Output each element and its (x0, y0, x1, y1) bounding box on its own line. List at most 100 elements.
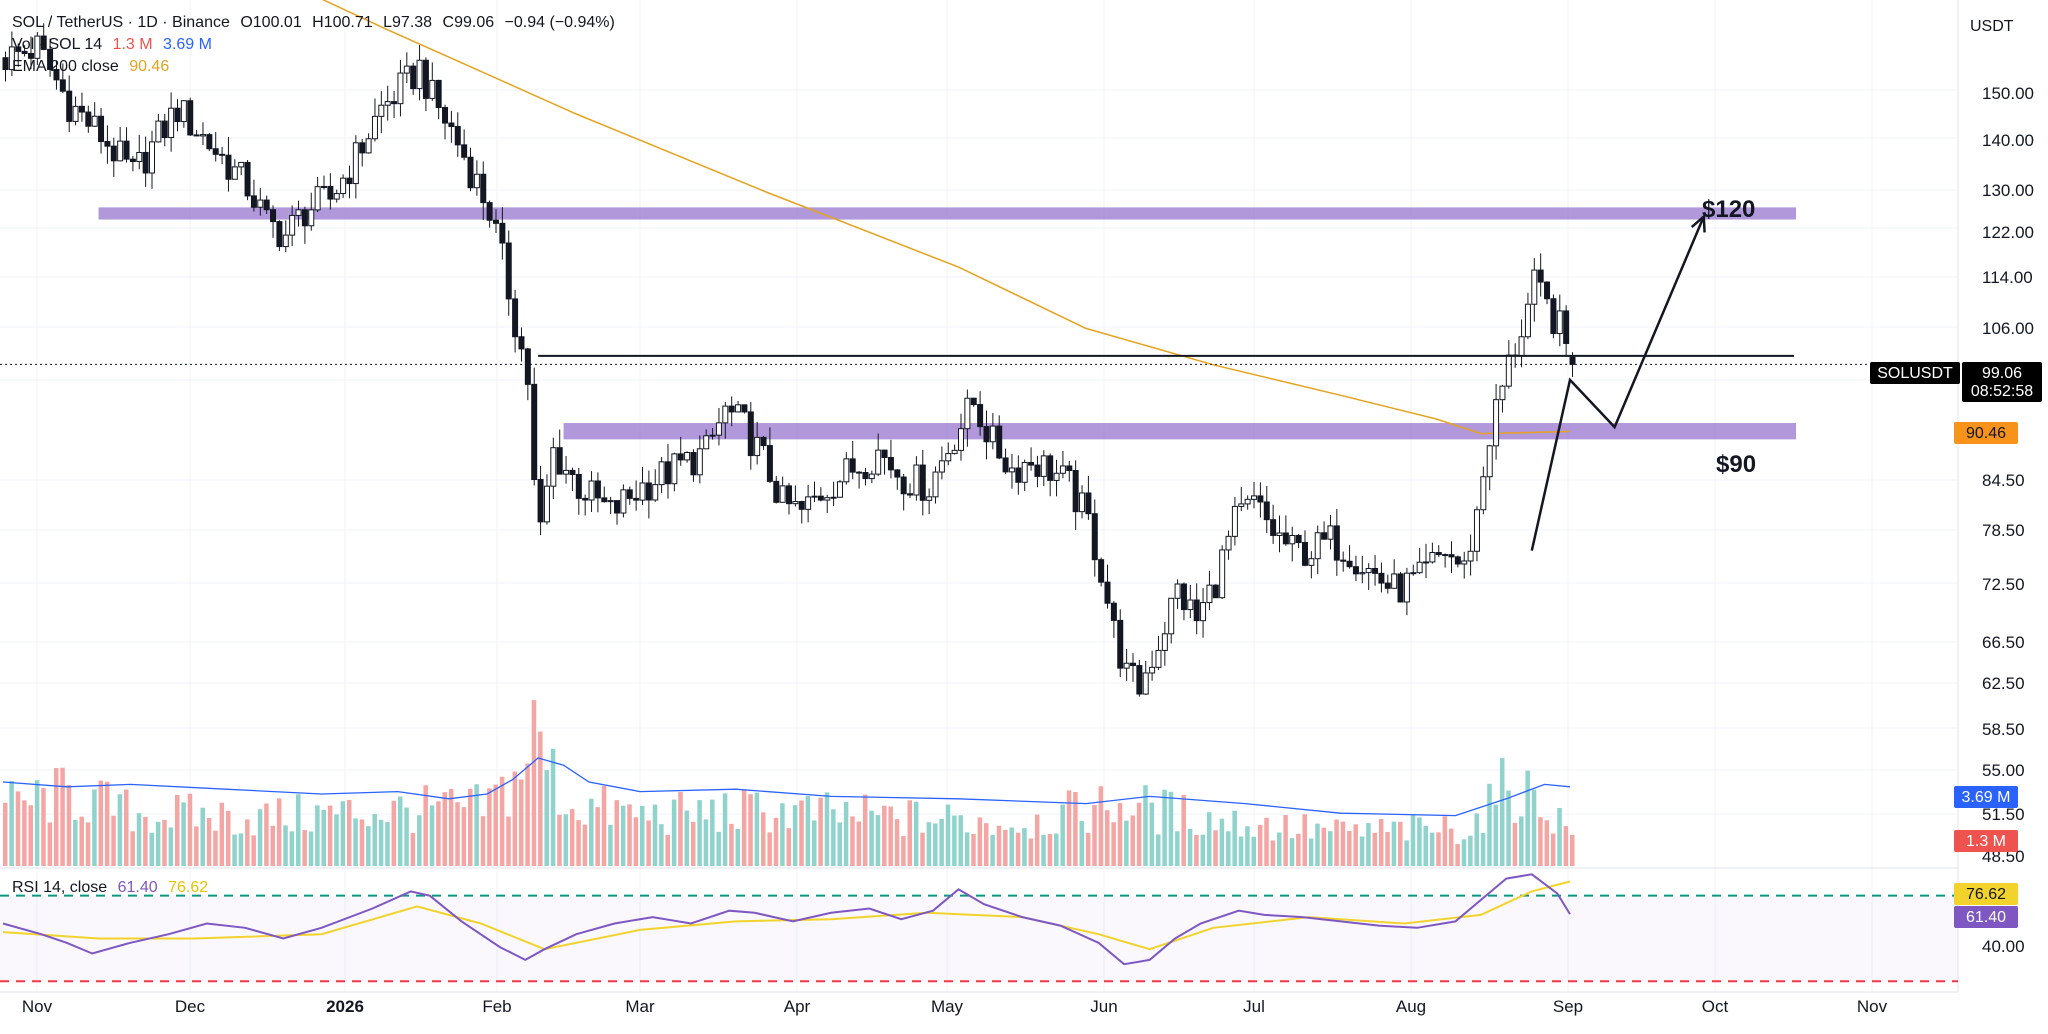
candle-body[interactable] (34, 35, 41, 59)
candle-body[interactable] (66, 90, 73, 122)
candle-body[interactable] (1231, 505, 1238, 537)
candle-body[interactable] (1486, 445, 1493, 478)
candle-body[interactable] (849, 458, 856, 473)
candle-body[interactable] (1493, 399, 1500, 447)
candle-body[interactable] (1448, 554, 1455, 558)
candle-body[interactable] (996, 425, 1003, 459)
candle-body[interactable] (1544, 281, 1551, 300)
candle-body[interactable] (244, 161, 251, 197)
candle-body[interactable] (40, 35, 47, 50)
candle-body[interactable] (1193, 599, 1200, 622)
candle-body[interactable] (1047, 455, 1054, 481)
candle-body[interactable] (454, 126, 461, 146)
ema-label[interactable]: EMA 200 close (12, 58, 119, 75)
candle-body[interactable] (238, 161, 245, 168)
candle-body[interactable] (728, 405, 735, 413)
candle-body[interactable] (1263, 501, 1270, 521)
candle-body[interactable] (639, 482, 646, 501)
candle-body[interactable] (1040, 455, 1047, 477)
symbol-title[interactable]: SOL / TetherUS · 1D · Binance (12, 14, 230, 31)
candle-body[interactable] (741, 404, 748, 413)
candle-body[interactable] (340, 177, 347, 195)
candle-body[interactable] (435, 79, 442, 109)
candle-body[interactable] (881, 449, 888, 458)
price-axis[interactable]: 150.00 140.00 130.00 122.00 114.00 106.00 84.5… (1970, 18, 2034, 956)
candle-body[interactable] (467, 156, 474, 189)
candle-body[interactable] (321, 185, 327, 188)
candle-body[interactable] (684, 451, 691, 461)
candle-body[interactable] (614, 500, 621, 514)
candle-body[interactable] (2, 57, 9, 71)
candle-body[interactable] (645, 482, 652, 501)
candle-body[interactable] (1002, 457, 1009, 473)
candle-body[interactable] (225, 154, 232, 180)
candle-body[interactable] (1340, 559, 1347, 562)
candle-body[interactable] (626, 489, 633, 499)
candle-body[interactable] (582, 497, 589, 501)
candle-body[interactable] (594, 480, 601, 499)
candle-body[interactable] (282, 234, 289, 248)
candle-body[interactable] (569, 469, 576, 475)
candle-body[interactable] (161, 120, 168, 139)
candle-body[interactable] (677, 453, 684, 461)
candle-body[interactable] (715, 422, 722, 436)
candle-body[interactable] (155, 120, 162, 143)
candle-body[interactable] (1066, 465, 1073, 472)
candle-body[interactable] (811, 495, 818, 498)
candle-body[interactable] (416, 59, 423, 90)
candle-body[interactable] (78, 105, 85, 113)
candle-body[interactable] (1365, 567, 1372, 574)
candle-body[interactable] (1346, 560, 1353, 568)
candle-body[interactable] (480, 173, 487, 204)
candle-body[interactable] (15, 46, 22, 52)
candle-body[interactable] (1034, 464, 1041, 477)
candle-body[interactable] (868, 473, 875, 480)
candle-body[interactable] (219, 153, 226, 156)
candle-body[interactable] (1206, 584, 1213, 604)
candle-body[interactable] (1282, 532, 1289, 545)
candle-body[interactable] (397, 72, 404, 105)
candle-body[interactable] (104, 140, 111, 147)
candle-body[interactable] (690, 451, 697, 476)
candle-body[interactable] (575, 473, 582, 499)
candle-body[interactable] (907, 493, 914, 496)
candle-body[interactable] (352, 142, 359, 185)
candle-body[interactable] (518, 336, 525, 350)
candle-body[interactable] (1276, 532, 1283, 536)
candle-body[interactable] (977, 404, 984, 428)
candle-body[interactable] (531, 383, 538, 481)
candle-body[interactable] (365, 138, 372, 154)
candle-body[interactable] (1321, 532, 1328, 540)
candle-body[interactable] (735, 404, 742, 413)
candle-body[interactable] (1212, 584, 1219, 599)
candle-body[interactable] (429, 79, 436, 99)
candle-body[interactable] (1397, 573, 1404, 603)
candle-body[interactable] (773, 480, 780, 503)
candle-body[interactable] (894, 469, 901, 478)
candle-body[interactable] (270, 209, 277, 223)
candle-body[interactable] (1117, 619, 1124, 669)
candle-body[interactable] (1289, 534, 1296, 545)
rsi-label[interactable]: RSI 14, close (12, 879, 108, 896)
candle-body[interactable] (422, 59, 429, 99)
candle-body[interactable] (180, 100, 187, 123)
candle-body[interactable] (333, 193, 340, 200)
candle-body[interactable] (1403, 572, 1410, 603)
candle-body[interactable] (91, 115, 98, 127)
candle-body[interactable] (1569, 356, 1576, 365)
candle-body[interactable] (919, 464, 926, 501)
candle-body[interactable] (136, 151, 143, 163)
candle-body[interactable] (652, 484, 659, 501)
rsi-legend[interactable]: RSI 14, close 61.40 76.62 (12, 877, 214, 899)
candle-body[interactable] (760, 436, 767, 447)
volume-legend[interactable]: Vol · SOL 14 1.3 M 3.69 M (12, 34, 218, 56)
candle-body[interactable] (301, 209, 308, 227)
candle-body[interactable] (142, 151, 149, 174)
candle-body[interactable] (1015, 467, 1022, 483)
candle-body[interactable] (633, 497, 640, 501)
candle-body[interactable] (27, 52, 34, 59)
candle-body[interactable] (308, 209, 315, 227)
candle-body[interactable] (601, 497, 608, 503)
candle-body[interactable] (499, 222, 506, 244)
candle-body[interactable] (754, 436, 761, 457)
